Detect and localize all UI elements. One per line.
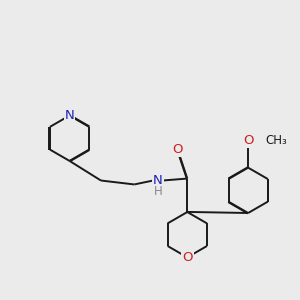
Text: N: N	[64, 109, 74, 122]
Text: O: O	[243, 134, 254, 147]
Text: O: O	[182, 251, 193, 264]
Text: N: N	[153, 174, 163, 187]
Text: CH₃: CH₃	[266, 134, 288, 147]
Text: H: H	[154, 185, 163, 198]
Text: O: O	[172, 142, 183, 156]
